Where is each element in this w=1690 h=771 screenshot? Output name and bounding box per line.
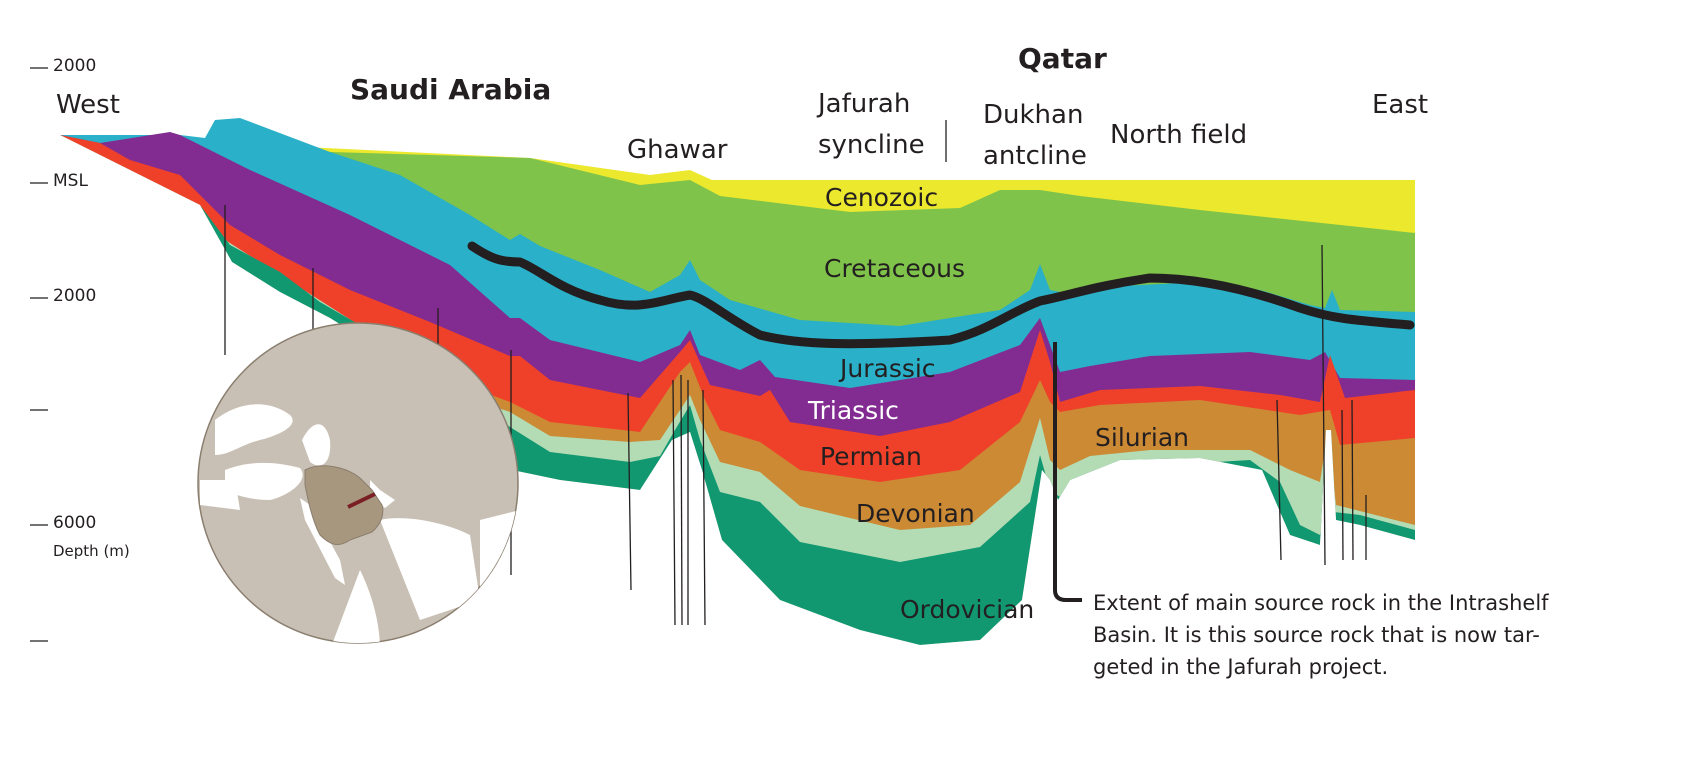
place-dukhan-1: Dukhan xyxy=(983,100,1084,130)
layer-label-silurian: Silurian xyxy=(1095,423,1189,452)
layer-triassic xyxy=(60,132,1415,645)
axis-ticks xyxy=(30,67,48,642)
layer-ordovician xyxy=(60,135,1415,645)
layer-label-jurassic: Jurassic xyxy=(840,354,936,383)
well-line xyxy=(1321,244,1326,566)
callout-line-1: Extent of main source rock in the Intras… xyxy=(1093,591,1549,615)
layer-label-triassic: Triassic xyxy=(808,396,899,425)
layer-label-cretaceous: Cretaceous xyxy=(824,254,965,283)
region-qatar: Qatar xyxy=(1018,42,1107,75)
region-saudi-arabia: Saudi Arabia xyxy=(350,73,552,106)
place-ghawar: Ghawar xyxy=(627,135,728,165)
callout-line-2: Basin. It is this source rock that is no… xyxy=(1093,623,1540,647)
layer-label-cenozoic: Cenozoic xyxy=(825,183,939,212)
place-jafurah-2: syncline xyxy=(818,130,925,160)
well-line xyxy=(702,389,706,626)
place-dukhan-2: antcline xyxy=(983,141,1087,171)
well-line xyxy=(627,392,632,591)
direction-east: East xyxy=(1372,90,1429,120)
axis-tick-6000: 6000 xyxy=(53,513,97,533)
saudi-arabia-highlight xyxy=(304,465,384,546)
layer-label-devonian: Devonian xyxy=(856,499,975,528)
section-line-marker xyxy=(347,492,376,509)
well-line xyxy=(680,374,683,626)
place-jafurah-1: Jafurah xyxy=(818,89,911,119)
layer-label-ordovician: Ordovician xyxy=(900,595,1035,624)
well-line xyxy=(1341,409,1344,561)
callout-leader-line xyxy=(1053,342,1082,602)
layer-label-permian: Permian xyxy=(820,442,922,471)
axis-tick-msl: MSL xyxy=(53,171,88,191)
well-line xyxy=(672,379,676,626)
axis-tick-2000: 2000 xyxy=(53,286,97,306)
axis-tick-2000-top: 2000 xyxy=(53,56,97,76)
globe-inset xyxy=(197,322,519,644)
source-rock-band xyxy=(467,241,1415,349)
axis-label: Depth (m) xyxy=(53,542,130,560)
place-north-field: North field xyxy=(1110,120,1248,150)
well-line xyxy=(1351,399,1354,561)
callout-text: Extent of main source rock in the Intras… xyxy=(1093,587,1549,683)
well-line xyxy=(1276,399,1282,561)
callout-line-3: geted in the Jafurah project. xyxy=(1093,655,1389,679)
direction-west: West xyxy=(56,90,120,120)
